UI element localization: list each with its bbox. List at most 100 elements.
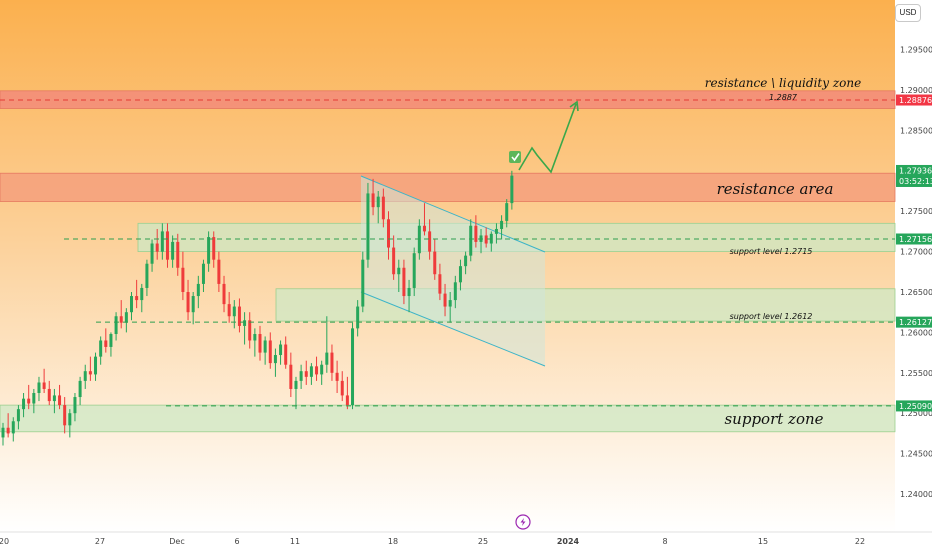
candle-body bbox=[99, 340, 103, 357]
support-1-badge bbox=[896, 233, 932, 245]
candle-body bbox=[227, 304, 231, 317]
candle-body bbox=[356, 306, 360, 329]
liquidity-zone-sublabel: 1.2887 bbox=[769, 93, 798, 102]
candle-body bbox=[443, 293, 447, 307]
candle-body bbox=[78, 380, 82, 398]
liquidity-level-badge bbox=[896, 94, 932, 106]
candle-body bbox=[191, 296, 195, 313]
candle-body bbox=[155, 243, 159, 252]
candle-body bbox=[201, 263, 205, 284]
candle-body bbox=[119, 316, 123, 323]
support-band-2-label: support level 1.2612 bbox=[730, 312, 813, 321]
check-icon bbox=[509, 151, 521, 163]
time-tick-label: 27 bbox=[95, 537, 105, 546]
candle-body bbox=[258, 334, 262, 353]
candle-body bbox=[243, 320, 247, 326]
time-tick-label: 6 bbox=[234, 537, 239, 546]
channel-fill bbox=[361, 176, 545, 366]
price-tick-label: 1.24000 bbox=[900, 490, 932, 499]
levels-layer bbox=[0, 99, 895, 407]
time-scale-background bbox=[0, 532, 932, 550]
price-axis[interactable]: 1.295001.290001.285001.280001.275001.270… bbox=[896, 46, 932, 499]
time-tick-label: 25 bbox=[478, 537, 488, 546]
channel-lower-line bbox=[360, 291, 546, 367]
candle-body bbox=[130, 296, 133, 313]
support-band-1-label: support level 1.2715 bbox=[730, 247, 813, 256]
candle-body bbox=[304, 371, 308, 377]
candle-body bbox=[412, 253, 416, 288]
candle-body bbox=[469, 225, 473, 256]
candle-body bbox=[207, 237, 211, 264]
candle-body bbox=[68, 413, 72, 426]
candle-body bbox=[196, 283, 200, 297]
candle-body bbox=[73, 397, 77, 414]
support-1-badge-text: 1.27156 bbox=[899, 235, 932, 244]
candle-body bbox=[32, 393, 36, 404]
candle-body bbox=[320, 364, 324, 375]
currency-button[interactable]: USD bbox=[895, 4, 921, 22]
candle-body bbox=[387, 219, 390, 248]
candle-body bbox=[448, 300, 452, 307]
candle-body bbox=[253, 334, 257, 341]
candle-body bbox=[371, 193, 375, 208]
candle-body bbox=[52, 395, 56, 402]
candle-body bbox=[351, 328, 355, 406]
current-price-badge-text: 1.27936 bbox=[899, 166, 932, 175]
candle-body bbox=[217, 259, 221, 284]
candle-body bbox=[212, 237, 216, 260]
time-tick-label: 18 bbox=[388, 537, 398, 546]
candle-body bbox=[171, 241, 175, 260]
candle-body bbox=[63, 405, 67, 426]
lightning-icon[interactable] bbox=[515, 514, 531, 530]
price-tick-label: 1.26000 bbox=[900, 328, 932, 337]
candle-body bbox=[232, 306, 236, 317]
candle-body bbox=[381, 196, 385, 220]
candle-body bbox=[1, 427, 5, 438]
candle-body bbox=[27, 398, 31, 404]
candle-body bbox=[145, 263, 149, 288]
candle-body bbox=[438, 274, 442, 294]
candle-body bbox=[22, 398, 26, 410]
support-2-badge bbox=[896, 316, 932, 328]
candle-body bbox=[135, 296, 139, 301]
candle-body bbox=[237, 306, 241, 326]
candle-body bbox=[474, 225, 478, 242]
zone-labels-layer: resistance \ liquidity zone 1.2887 resista… bbox=[705, 76, 861, 428]
candle-body bbox=[345, 395, 349, 406]
candle-body bbox=[94, 356, 98, 375]
resistance-area bbox=[0, 172, 896, 202]
candle-body bbox=[464, 255, 468, 267]
candle-body bbox=[160, 231, 164, 252]
candle-body bbox=[500, 220, 504, 229]
resistance-area-label: resistance area bbox=[717, 180, 834, 198]
candle-body bbox=[37, 382, 41, 393]
candle-body bbox=[273, 355, 277, 364]
candle-body bbox=[186, 292, 190, 313]
candle-body bbox=[83, 371, 87, 381]
candle-body bbox=[453, 282, 457, 301]
candle-body bbox=[325, 352, 329, 365]
current-price-badge-countdown: 03:52:13 bbox=[899, 177, 932, 186]
time-tick-label: 2024 bbox=[557, 537, 580, 546]
candle-body bbox=[165, 231, 169, 260]
candle-body bbox=[458, 266, 462, 283]
candle-body bbox=[428, 231, 432, 252]
time-axis[interactable]: 20 27 Dec 6 11 18 25 2024 8 15 22 bbox=[0, 537, 865, 546]
candle-body bbox=[284, 344, 288, 365]
price-tick-label: 1.27000 bbox=[900, 248, 932, 257]
candle-body bbox=[181, 267, 185, 292]
candle-body bbox=[299, 371, 303, 381]
projection-layer bbox=[509, 100, 579, 174]
price-tick-label: 1.28500 bbox=[900, 126, 932, 135]
candle-body bbox=[402, 267, 406, 297]
time-tick-label: 20 bbox=[0, 537, 9, 546]
time-tick-label: 15 bbox=[758, 537, 768, 546]
candle-body bbox=[42, 382, 46, 389]
candle-body bbox=[376, 196, 380, 208]
support-3-badge bbox=[896, 400, 932, 412]
candle-body bbox=[335, 372, 339, 381]
candle-body bbox=[505, 203, 509, 221]
candle-body bbox=[150, 243, 154, 264]
time-tick-label: Dec bbox=[169, 537, 184, 546]
